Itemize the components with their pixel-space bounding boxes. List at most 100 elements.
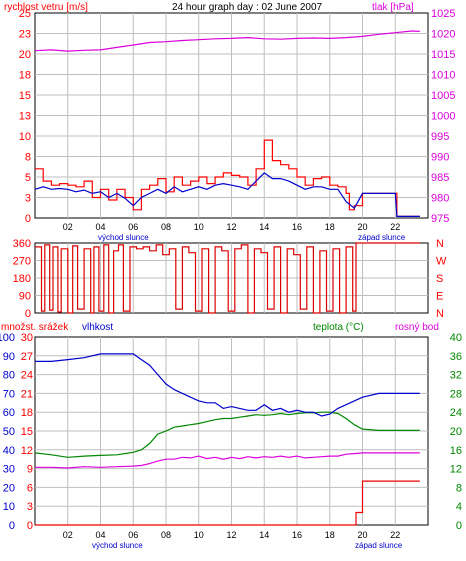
y-tick-label: W	[436, 256, 447, 268]
y-tick-label: 5	[25, 172, 31, 184]
x-tick-label: 14	[259, 530, 269, 540]
y-tick-label: S	[436, 273, 443, 285]
humidity-axis-label: vlhkost	[82, 322, 113, 333]
climate-sunset-label: západ slunce	[355, 541, 403, 550]
y-tick-label: 12	[450, 464, 462, 476]
y-tick-label: 270	[13, 256, 31, 268]
y-tick-label: 20	[19, 49, 31, 61]
direction-grid	[35, 243, 428, 313]
y-tick-label: 16	[450, 445, 462, 457]
y-tick-label: 1015	[431, 49, 455, 61]
x-tick-label: 20	[357, 222, 367, 232]
y-tick-label: 100	[0, 332, 15, 344]
wind-x-ticks: 02 04 06 08 10 12 14 16 18 20 22	[63, 222, 401, 232]
y-tick-label: 975	[431, 213, 449, 225]
x-tick-label: 12	[226, 222, 236, 232]
wind-sunset-label: západ slunce	[358, 233, 406, 242]
x-tick-label: 08	[161, 222, 171, 232]
wind-direction-line	[35, 242, 420, 314]
temperature-ticks: 0 3 6 9 12 15 18 21 24 27 30	[21, 332, 33, 532]
y-tick-label: 4	[456, 501, 462, 513]
x-tick-label: 12	[226, 530, 236, 540]
y-tick-label: 30	[3, 464, 15, 476]
y-tick-label: 40	[450, 332, 462, 344]
climate-x-ticks: 02 04 06 08 10 12 14 16 18 20 22	[63, 530, 401, 540]
y-tick-label: 32	[450, 370, 462, 382]
x-tick-label: 18	[325, 222, 335, 232]
y-tick-label: 23	[19, 29, 31, 41]
wind-gust-line	[35, 139, 420, 217]
y-tick-label: 36	[450, 351, 462, 363]
y-tick-label: 1020	[431, 29, 455, 41]
y-tick-label: 15	[21, 426, 33, 438]
y-tick-label: 18	[19, 70, 31, 82]
y-tick-label: 18	[21, 407, 33, 419]
wind-speed-line	[34, 172, 420, 217]
y-tick-label: 0	[27, 520, 33, 532]
y-tick-label: 50	[3, 426, 15, 438]
x-tick-label: 02	[63, 530, 73, 540]
x-tick-label: 04	[95, 222, 105, 232]
y-tick-label: 180	[13, 273, 31, 285]
y-tick-label: 28	[450, 388, 462, 400]
y-tick-label: 90	[3, 351, 15, 363]
x-tick-label: 16	[292, 222, 302, 232]
y-tick-label: 1000	[431, 111, 455, 123]
humidity-ticks: 0 10 20 30 40 50 60 70 80 90 100	[0, 332, 15, 532]
y-tick-label: 60	[3, 407, 15, 419]
y-tick-label: 985	[431, 172, 449, 184]
y-tick-label: 8	[456, 482, 462, 494]
rain-axis-label: množst. srážek	[1, 322, 69, 333]
x-tick-label: 22	[390, 530, 400, 540]
y-tick-label: 995	[431, 131, 449, 143]
y-tick-label: 25	[19, 8, 31, 20]
x-tick-label: 02	[63, 222, 73, 232]
y-tick-label: 3	[27, 501, 33, 513]
x-tick-label: 16	[292, 530, 302, 540]
y-tick-label: 24	[21, 370, 33, 382]
y-tick-label: 8	[25, 152, 31, 164]
climate-series	[34, 353, 420, 526]
y-tick-label: 13	[19, 111, 31, 123]
x-tick-label: 06	[128, 530, 138, 540]
direction-left-ticks: 0 90 180 270 360	[13, 238, 31, 320]
wind-sunrise-label: východ slunce	[98, 233, 149, 242]
y-tick-label: 20	[3, 482, 15, 494]
y-tick-label: N	[436, 308, 444, 320]
x-tick-label: 14	[259, 222, 269, 232]
y-tick-label: 1025	[431, 8, 455, 20]
x-tick-label: 18	[325, 530, 335, 540]
y-tick-label: 6	[27, 482, 33, 494]
y-tick-label: 30	[21, 332, 33, 344]
wind-grid	[35, 13, 428, 218]
x-tick-label: 10	[194, 530, 204, 540]
direction-series	[35, 242, 420, 314]
y-tick-label: 80	[3, 370, 15, 382]
humidity-line	[35, 353, 420, 417]
y-tick-label: 27	[21, 351, 33, 363]
y-tick-label: 24	[450, 407, 462, 419]
temperature-line	[34, 411, 420, 458]
y-tick-label: 21	[21, 388, 33, 400]
y-tick-label: 0	[25, 308, 31, 320]
y-tick-label: 70	[3, 388, 15, 400]
y-tick-label: 9	[27, 464, 33, 476]
y-tick-label: 90	[19, 291, 31, 303]
wind-left-ticks: 0 3 5 8 10 13 15 18 20 23 25	[19, 8, 31, 225]
wind-speed-axis-label: rychlost vetru [m/s]	[4, 2, 88, 13]
y-tick-label: 0	[9, 520, 15, 532]
chart-title: 24 hour graph day : 02 June 2007	[172, 2, 323, 13]
y-tick-label: E	[436, 291, 443, 303]
y-tick-label: 3	[25, 193, 31, 205]
rain-ticks: 0 4 8 12 16 20 24 28 32 36 40	[450, 332, 462, 532]
y-tick-label: 0	[25, 213, 31, 225]
y-tick-label: 10	[3, 501, 15, 513]
climate-grid	[35, 337, 428, 525]
pressure-axis-label: tlak [hPa]	[372, 2, 414, 13]
dew-point-axis-label: rosný bod	[395, 322, 439, 333]
climate-sunrise-label: východ slunce	[92, 541, 143, 550]
y-tick-label: 360	[13, 238, 31, 250]
